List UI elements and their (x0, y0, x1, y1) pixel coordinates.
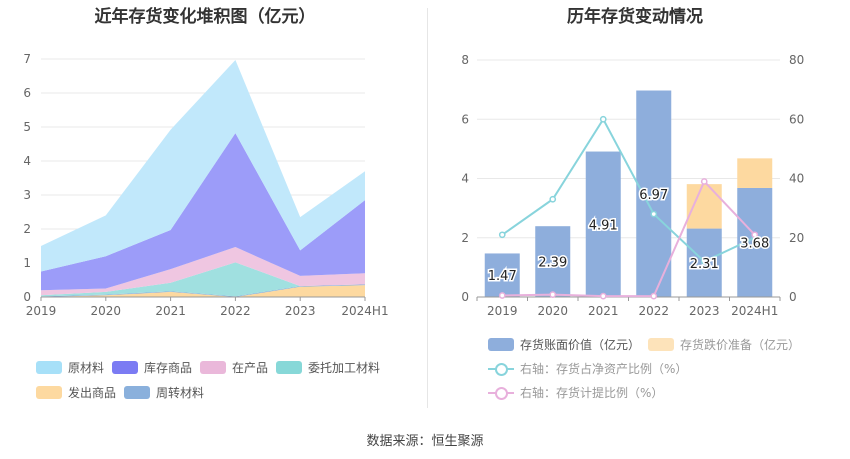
bar (484, 253, 520, 297)
legend-item-book-value[interactable]: 存货账面价值（亿元） (488, 336, 640, 353)
x-tick-label: 2019 (487, 304, 518, 318)
bar (535, 226, 571, 297)
legend-item-provision-ratio[interactable]: 右轴：存货计提比例（%） (488, 384, 663, 401)
y-tick-label: 2 (461, 231, 469, 245)
legend-label: 右轴：存货占净资产比例（%） (520, 362, 688, 376)
legend-swatch (648, 338, 674, 351)
legend-swatch (112, 361, 138, 374)
y-tick-label: 3 (23, 188, 31, 202)
y-tick-label: 8 (461, 53, 469, 67)
x-tick-label: 2023 (285, 304, 316, 318)
legend-item[interactable]: 库存商品 (112, 359, 192, 376)
legend-label: 存货跌价准备（亿元） (680, 338, 801, 352)
legend-label: 周转材料 (156, 386, 205, 400)
legend-line-swatch (488, 386, 514, 400)
y2-tick-label: 40 (789, 172, 804, 186)
line-point (498, 292, 506, 299)
y2-tick-label: 80 (789, 53, 804, 67)
y2-tick-label: 20 (789, 231, 804, 245)
line-point (751, 231, 759, 239)
y-tick-label: 6 (23, 86, 31, 100)
y2-tick-label: 0 (789, 290, 797, 304)
bar-data-label: 1.47 (488, 269, 517, 284)
area-series (41, 262, 365, 297)
x-tick-label: 2022 (638, 304, 669, 318)
area-series (41, 285, 365, 297)
legend-swatch (200, 361, 226, 374)
y2-tick-label: 60 (789, 112, 804, 126)
legend-swatch (36, 386, 62, 399)
line-point (549, 291, 557, 298)
line-point (700, 178, 708, 185)
area-series (41, 133, 365, 291)
legend-item[interactable]: 在产品 (200, 359, 268, 376)
line-series (502, 179, 756, 298)
bar-data-label: 3.68 (740, 236, 769, 251)
legend-item[interactable]: 周转材料 (124, 384, 204, 401)
x-tick-label: 2022 (220, 304, 251, 318)
legend-label: 委托加工材料 (308, 361, 381, 375)
legend-item-impairment[interactable]: 存货跌价准备（亿元） (648, 336, 800, 353)
legend-label: 右轴：存货计提比例（%） (520, 386, 664, 400)
line-point (549, 195, 557, 203)
legend-swatch (488, 338, 514, 351)
y-tick-label: 0 (23, 290, 31, 304)
line-series (501, 117, 756, 263)
right-chart-title: 历年存货变动情况 (567, 7, 703, 27)
bar-data-label: 6.97 (639, 188, 668, 203)
x-tick-label: 2023 (689, 304, 720, 318)
bar (585, 151, 621, 297)
legend-label: 库存商品 (144, 361, 193, 375)
bar-data-label: 2.31 (690, 257, 719, 272)
legend-swatch (276, 361, 302, 374)
area-series (41, 247, 365, 296)
legend-line-swatch (488, 362, 514, 376)
stacked-area-chart: 0 1 2 3 4 5 6 7 2019 2020 2021 2022 2023 2024H1 (23, 52, 388, 318)
line-point (650, 292, 658, 300)
x-tick-label: 2020 (91, 304, 122, 318)
x-tick-label: 2024H1 (731, 304, 778, 318)
legend-item[interactable]: 原材料 (36, 359, 104, 376)
legend-label: 在产品 (232, 361, 269, 375)
y-tick-label: 1 (23, 256, 31, 270)
y-tick-label: 0 (461, 290, 469, 304)
y-tick-label: 4 (23, 154, 31, 168)
line-point (650, 210, 658, 218)
x-tick-label: 2019 (26, 304, 57, 318)
y-tick-label: 2 (23, 222, 31, 236)
panel-divider (427, 8, 428, 408)
left-chart-title: 近年存货变化堆积图（亿元） (94, 7, 316, 27)
y-tick-label: 6 (461, 112, 469, 126)
legend-item-ratio-net-assets[interactable]: 右轴：存货占净资产比例（%） (488, 360, 687, 377)
legend-label: 发出商品 (68, 386, 117, 400)
y-tick-label: 4 (461, 172, 469, 186)
legend-swatch (36, 361, 62, 374)
bar (737, 158, 773, 188)
x-tick-label: 2021 (155, 304, 186, 318)
y-tick-label: 5 (23, 120, 31, 134)
area-series (41, 284, 365, 297)
area-series (41, 60, 365, 272)
bar-data-label: 4.91 (589, 218, 618, 233)
x-tick-label: 2020 (537, 304, 568, 318)
x-tick-label: 2021 (588, 304, 619, 318)
line-point (599, 115, 607, 123)
line-point (498, 231, 506, 239)
data-source-note: 数据来源：恒生聚源 (366, 434, 484, 449)
line-point (700, 258, 708, 265)
left-legend: 原材料 库存商品 在产品 委托加工材料发出商品 周转材料 (0, 0, 420, 459)
legend-label: 存货账面价值（亿元） (520, 338, 641, 352)
legend-item[interactable]: 委托加工材料 (276, 359, 380, 376)
legend-swatch (124, 386, 150, 399)
legend-label: 原材料 (68, 361, 105, 375)
legend-item[interactable]: 发出商品 (36, 384, 116, 401)
y-tick-label: 7 (23, 52, 31, 66)
line-point (599, 292, 607, 300)
bar-data-label: 2.39 (538, 256, 567, 271)
x-tick-label: 2024H1 (341, 304, 388, 318)
